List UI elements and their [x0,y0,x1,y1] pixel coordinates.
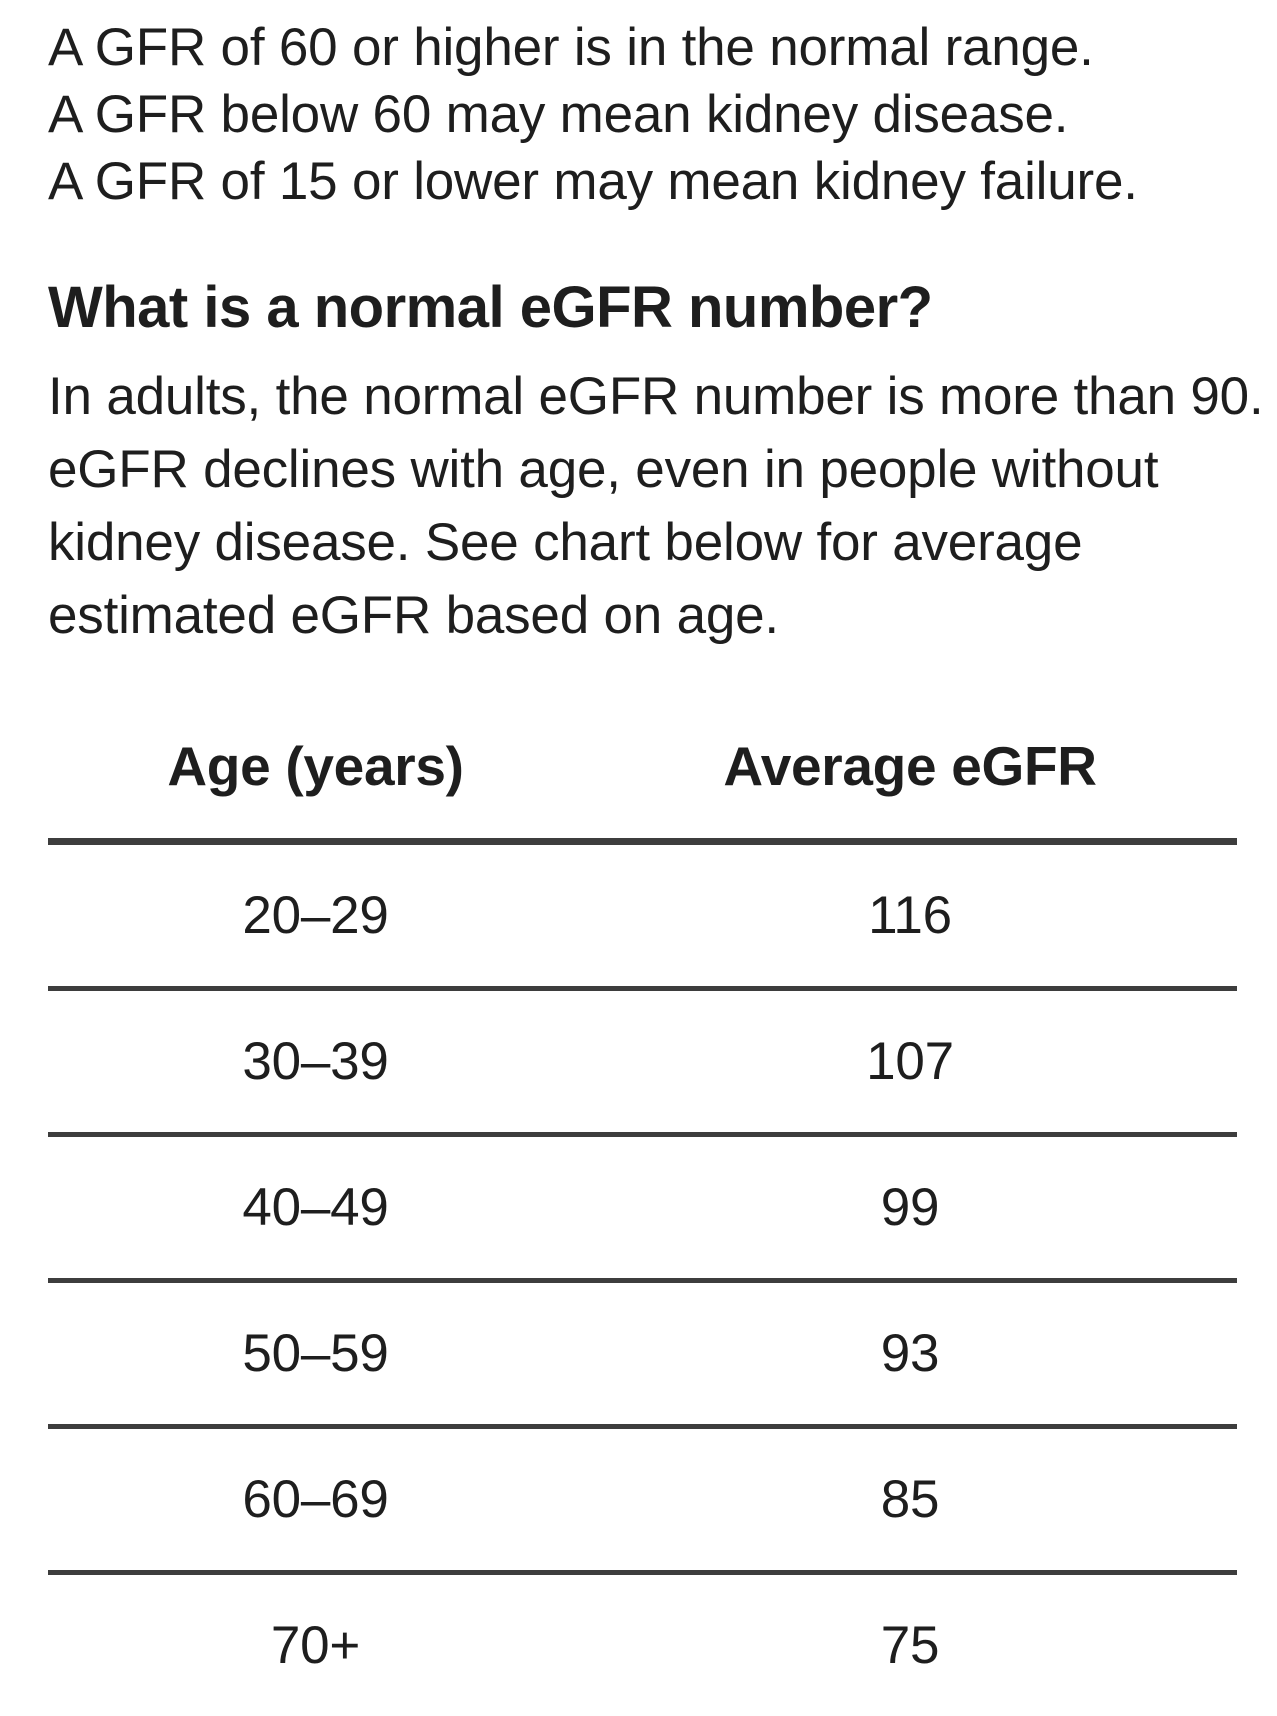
egfr-cell: 85 [880,1470,940,1529]
age-cell: 70+ [270,1616,361,1675]
table-row: 50–59 93 [48,1283,1237,1429]
paragraph-line: eGFR declines with age, even in people w… [48,440,1159,499]
paragraph-line: In adults, the normal eGFR number is mor… [48,367,1264,426]
age-cell: 20–29 [242,886,389,945]
egfr-cell: 93 [880,1324,940,1383]
paragraph-line: estimated eGFR based on age. [48,586,779,645]
gfr-normal-range-line: A GFR of 60 or higher is in the normal r… [48,18,1094,77]
age-cell: 60–69 [242,1470,389,1529]
table-header-row: Age (years) Average eGFR [48,734,1237,845]
section-heading: What is a normal eGFR number? [48,275,933,340]
egfr-cell: 75 [880,1616,940,1675]
table-row: 60–69 85 [48,1429,1237,1575]
table-header-age: Age (years) [167,735,464,797]
egfr-cell: 107 [866,1032,954,1091]
gfr-intro-block: A GFR of 60 or higher is in the normal r… [0,14,1277,215]
age-cell: 50–59 [242,1324,389,1383]
table-row: 40–49 99 [48,1137,1237,1283]
table-row: 70+ 75 [48,1575,1237,1716]
egfr-by-age-table: Age (years) Average eGFR 20–29 116 30–39… [0,734,1277,1716]
egfr-cell: 99 [880,1178,940,1237]
age-cell: 40–49 [242,1178,389,1237]
table-row: 30–39 107 [48,991,1237,1137]
table-header-egfr: Average eGFR [723,735,1097,797]
egfr-cell: 116 [868,886,952,945]
gfr-kidney-failure-line: A GFR of 15 or lower may mean kidney fai… [48,152,1138,211]
paragraph-line: kidney disease. See chart below for aver… [48,513,1083,572]
gfr-kidney-disease-line: A GFR below 60 may mean kidney disease. [48,85,1069,144]
table-row: 20–29 116 [48,845,1237,991]
section-paragraph: In adults, the normal eGFR number is mor… [0,360,1277,652]
age-cell: 30–39 [242,1032,389,1091]
